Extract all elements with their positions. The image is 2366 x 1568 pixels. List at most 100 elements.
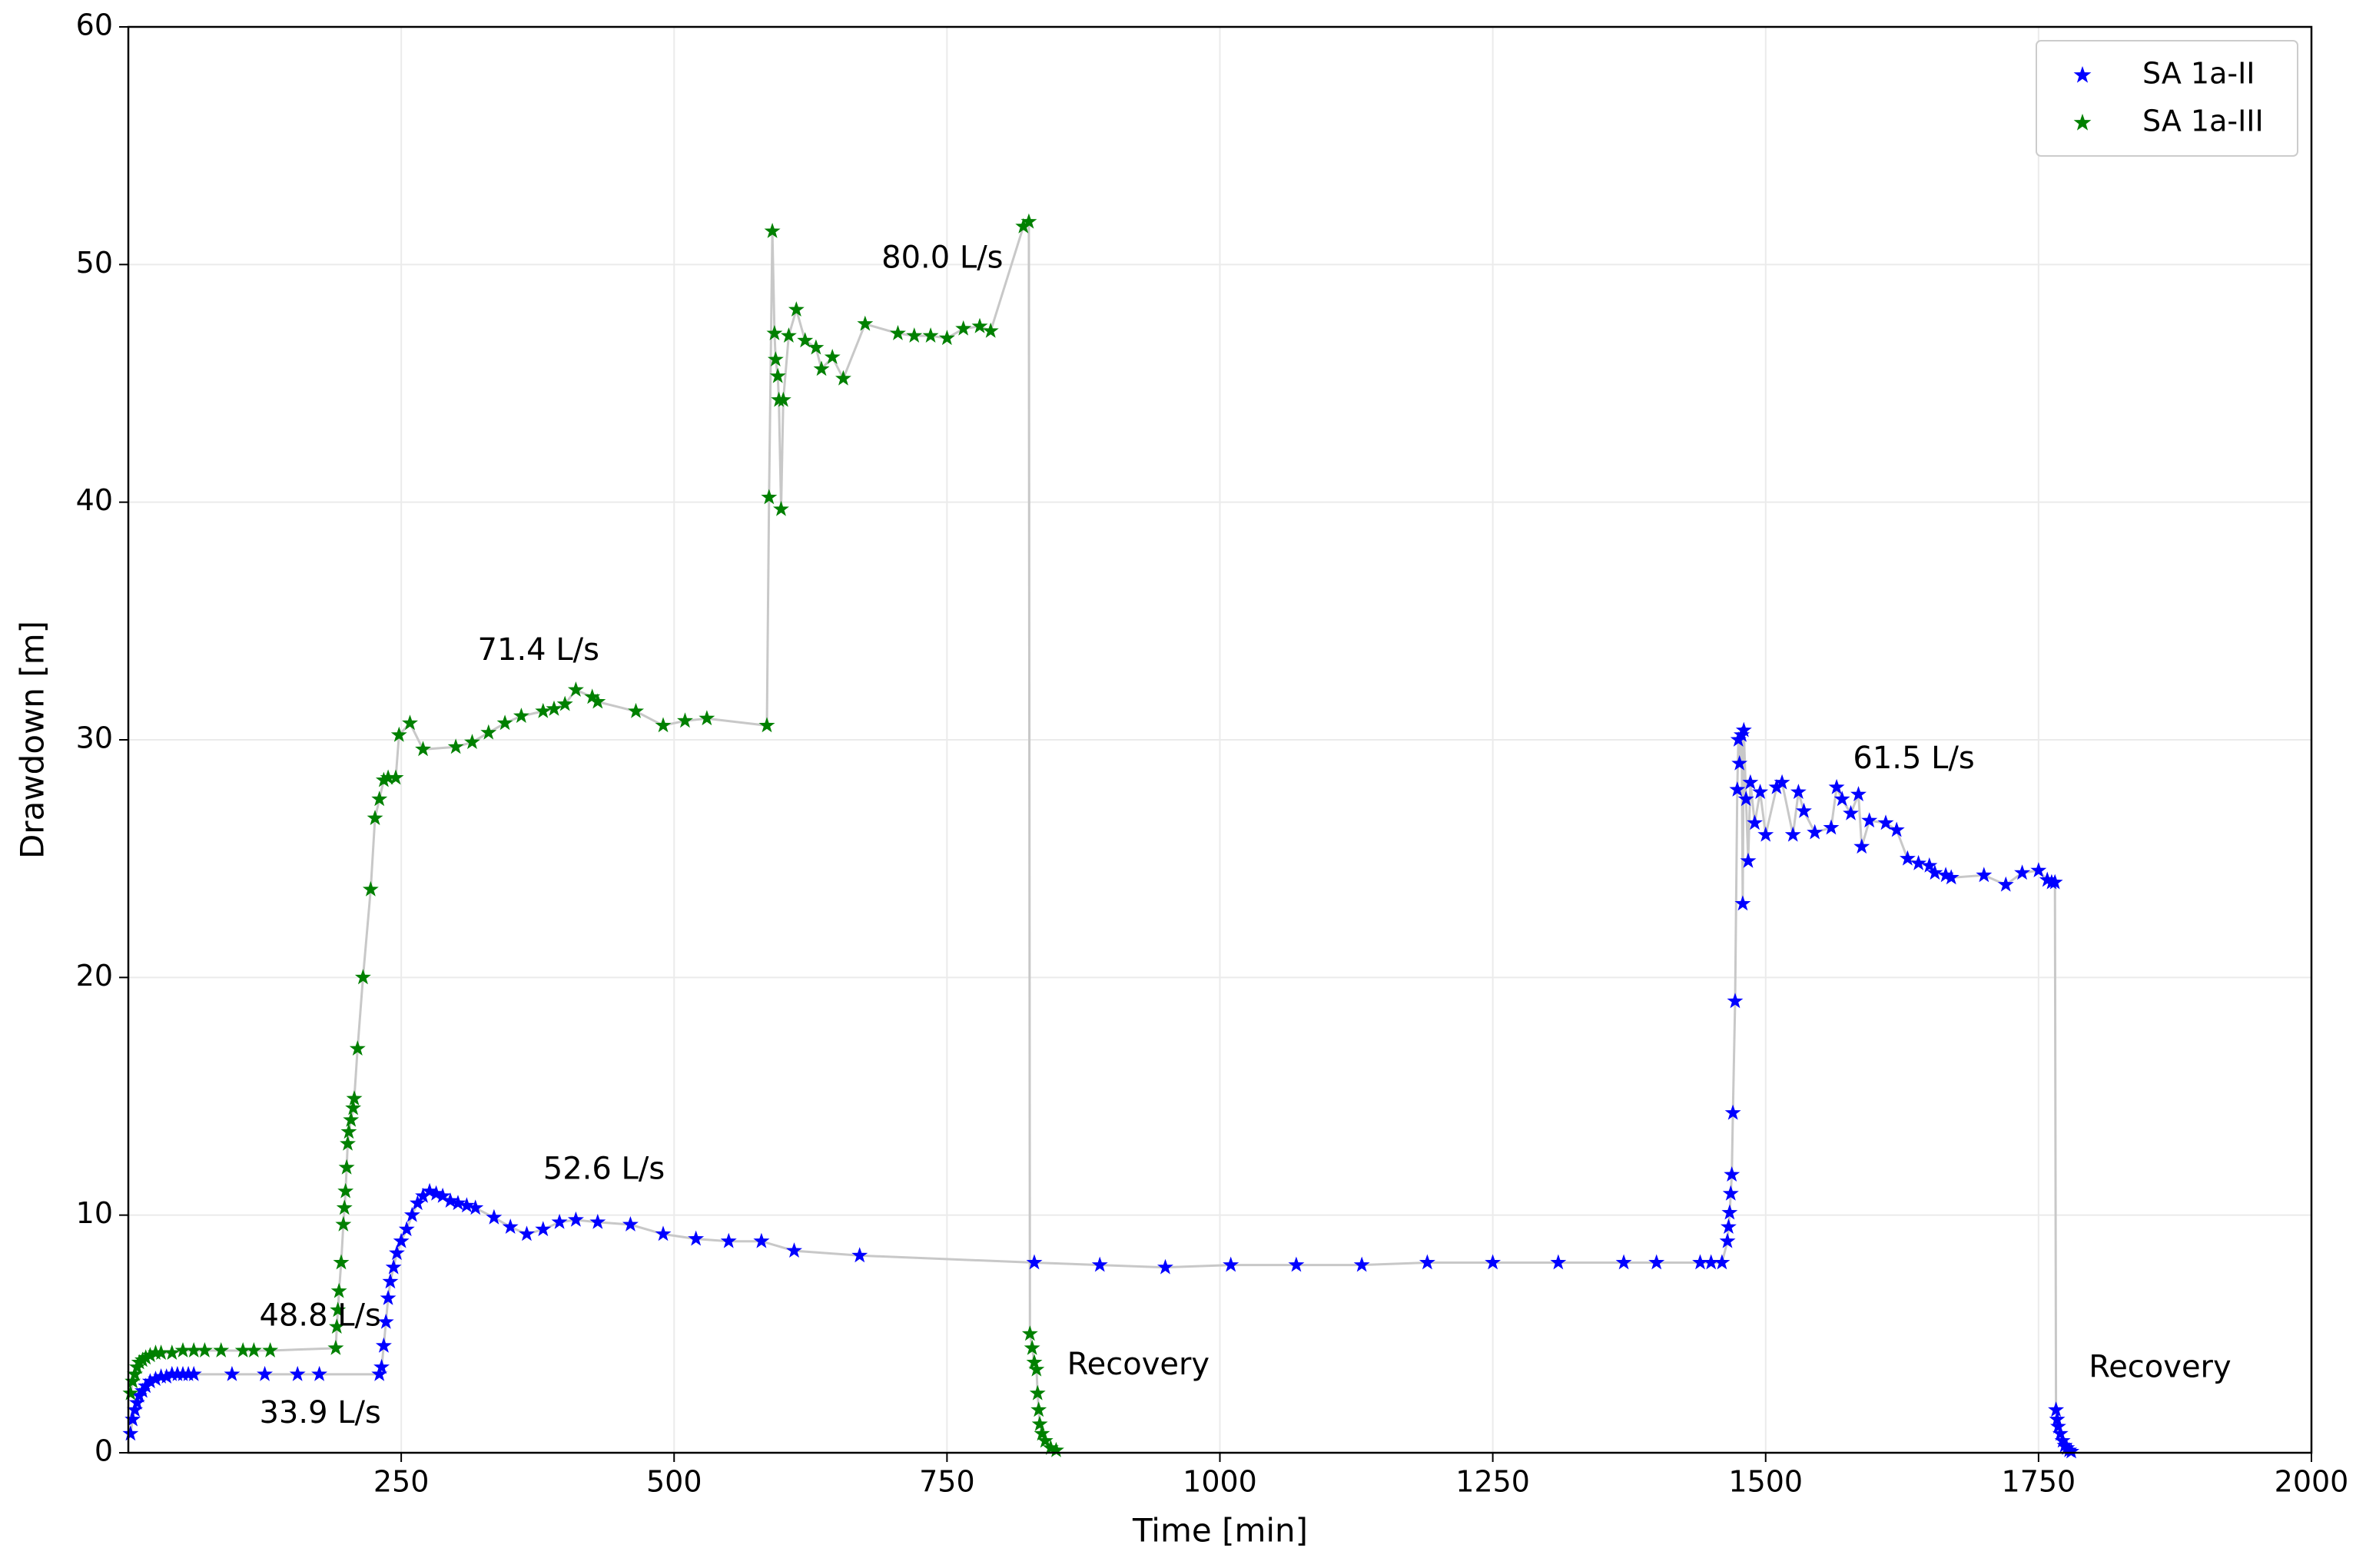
data-point bbox=[1029, 1384, 1046, 1401]
data-point bbox=[1853, 838, 1870, 854]
data-point bbox=[164, 1344, 181, 1360]
annotation: 52.6 L/s bbox=[543, 1152, 665, 1187]
x-tick-label: 250 bbox=[373, 1465, 430, 1499]
annotation: 48.8 L/s bbox=[259, 1298, 380, 1334]
data-point bbox=[122, 1384, 139, 1401]
data-point bbox=[1790, 784, 1807, 799]
data-point bbox=[1727, 993, 1744, 1009]
data-point bbox=[589, 1213, 606, 1229]
x-tick-label: 750 bbox=[919, 1465, 975, 1499]
data-point bbox=[780, 327, 797, 343]
data-point bbox=[158, 1368, 175, 1384]
data-point bbox=[1926, 864, 1943, 880]
data-point bbox=[1768, 778, 1785, 794]
data-point bbox=[1833, 791, 1850, 807]
data-point bbox=[546, 700, 562, 716]
data-point bbox=[1796, 802, 1812, 818]
data-point bbox=[1550, 1254, 1567, 1270]
data-point bbox=[328, 1318, 345, 1334]
y-tick-label: 40 bbox=[76, 483, 113, 517]
y-tick-label: 0 bbox=[95, 1434, 113, 1468]
data-point bbox=[377, 1313, 394, 1329]
data-point bbox=[1731, 754, 1748, 771]
data-point bbox=[138, 1377, 154, 1394]
data-point bbox=[1997, 876, 2014, 892]
data-point bbox=[402, 714, 418, 731]
data-point bbox=[502, 1218, 519, 1234]
data-point bbox=[1752, 784, 1769, 799]
data-point bbox=[124, 1411, 141, 1427]
data-point bbox=[767, 351, 784, 366]
data-point bbox=[1747, 814, 1763, 830]
data-point bbox=[224, 1365, 241, 1381]
data-point bbox=[1719, 1232, 1736, 1248]
y-tick-label: 50 bbox=[76, 246, 113, 280]
data-point bbox=[2054, 1432, 2071, 1448]
data-point bbox=[551, 1213, 568, 1229]
data-point bbox=[1740, 852, 1757, 868]
data-point bbox=[1419, 1254, 1435, 1270]
y-tick-label: 10 bbox=[76, 1196, 113, 1230]
data-point bbox=[1774, 774, 1790, 790]
annotation: 61.5 L/s bbox=[1853, 741, 1974, 776]
data-point bbox=[922, 327, 939, 343]
data-point bbox=[1735, 721, 1752, 738]
data-point bbox=[122, 1425, 139, 1441]
data-point bbox=[127, 1365, 143, 1381]
data-point bbox=[764, 223, 781, 238]
data-point bbox=[773, 500, 789, 516]
data-point bbox=[808, 339, 825, 355]
data-point bbox=[403, 1206, 420, 1222]
data-point bbox=[857, 315, 874, 331]
data-point bbox=[1784, 826, 1801, 842]
data-point bbox=[1021, 1325, 1038, 1341]
data-point bbox=[2052, 1425, 2069, 1441]
data-point bbox=[2050, 1418, 2066, 1434]
data-point bbox=[141, 1347, 158, 1363]
data-point bbox=[1037, 1432, 1054, 1448]
data-point bbox=[906, 327, 923, 343]
data-point bbox=[1823, 819, 1840, 835]
data-point bbox=[385, 1258, 402, 1275]
connector-line bbox=[129, 219, 1057, 1452]
annotation: Recovery bbox=[1067, 1347, 1210, 1382]
data-point bbox=[371, 791, 388, 807]
data-point bbox=[1157, 1258, 1173, 1275]
data-point bbox=[519, 1225, 535, 1241]
data-point bbox=[124, 1373, 141, 1389]
data-point bbox=[387, 769, 404, 785]
data-point bbox=[480, 724, 497, 740]
y-tick-label: 60 bbox=[76, 8, 113, 42]
data-point bbox=[354, 969, 371, 985]
legend-box bbox=[2036, 40, 2298, 157]
data-point bbox=[346, 1090, 363, 1106]
data-point bbox=[262, 1342, 279, 1357]
data-point bbox=[1843, 804, 1859, 820]
data-point bbox=[982, 322, 999, 338]
data-point bbox=[128, 1394, 145, 1410]
data-point bbox=[1737, 791, 1754, 807]
data-point bbox=[257, 1365, 273, 1381]
data-point bbox=[1028, 1361, 1045, 1377]
x-tick-label: 1750 bbox=[2002, 1465, 2076, 1499]
data-point bbox=[835, 370, 851, 386]
data-point bbox=[766, 325, 783, 340]
data-point bbox=[1900, 850, 1916, 866]
data-point bbox=[677, 712, 693, 728]
data-point bbox=[245, 1342, 262, 1357]
data-point bbox=[362, 880, 379, 897]
data-point bbox=[1910, 854, 1927, 870]
data-point bbox=[375, 1337, 392, 1353]
annotation: Recovery bbox=[2089, 1349, 2231, 1384]
x-axis-label: Time [min] bbox=[1132, 1512, 1308, 1550]
data-point bbox=[584, 688, 601, 704]
data-point bbox=[1937, 867, 1954, 883]
data-point bbox=[393, 1232, 410, 1248]
data-point bbox=[1020, 213, 1037, 229]
data-point bbox=[1026, 1254, 1043, 1270]
data-point bbox=[467, 1199, 484, 1215]
data-point bbox=[127, 1401, 143, 1417]
data-point bbox=[2063, 1443, 2079, 1459]
data-point bbox=[1861, 812, 1878, 828]
data-point bbox=[458, 1197, 475, 1213]
